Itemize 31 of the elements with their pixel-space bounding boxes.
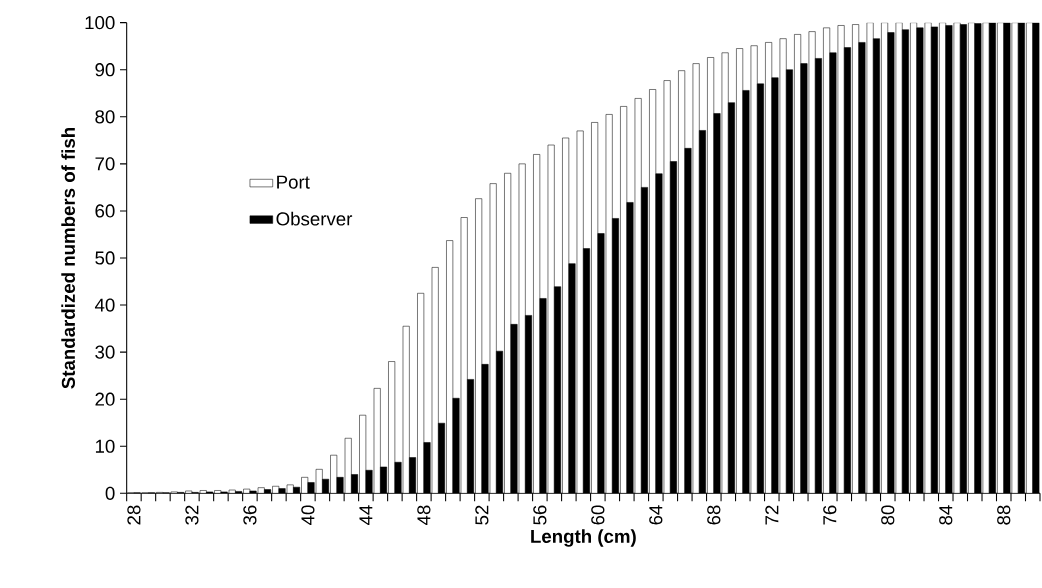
x-axis-title: Length (cm) — [531, 529, 636, 547]
x-tick-label: 80 — [881, 505, 895, 525]
y-tick-label: 50 — [95, 251, 115, 265]
x-tick-label: 28 — [127, 505, 141, 525]
x-tick-label: 48 — [417, 505, 431, 526]
x-tick-label: 88 — [997, 505, 1011, 525]
y-tick-label: 20 — [95, 392, 115, 406]
x-tick-label: 68 — [707, 505, 721, 525]
x-tick-label: 44 — [359, 505, 373, 526]
y-tick-label: 70 — [95, 157, 115, 171]
x-tick-label: 60 — [591, 505, 605, 525]
y-tick-label: 80 — [95, 110, 115, 124]
y-tick-label: 0 — [105, 486, 115, 500]
y-tick-label: 30 — [95, 345, 115, 359]
legend-label: Observer — [276, 211, 353, 226]
x-tick-label: 72 — [765, 505, 779, 525]
legend-label: Port — [277, 175, 310, 189]
y-tick-label: 40 — [94, 298, 115, 312]
x-tick-label: 36 — [243, 505, 257, 525]
y-tick-label: 100 — [85, 16, 115, 30]
x-tick-label: 32 — [185, 505, 199, 525]
x-tick-label: 40 — [301, 505, 315, 526]
y-tick-label: 60 — [95, 204, 115, 218]
x-tick-label: 56 — [533, 505, 547, 525]
y-axis-title: Standardized numbers of fish — [61, 127, 76, 389]
y-tick-label: 10 — [95, 439, 115, 453]
x-tick-label: 76 — [823, 505, 837, 525]
x-tick-label: 84 — [939, 505, 953, 525]
x-tick-label: 64 — [649, 505, 663, 525]
y-tick-label: 90 — [95, 63, 115, 77]
x-tick-label: 52 — [475, 505, 489, 525]
